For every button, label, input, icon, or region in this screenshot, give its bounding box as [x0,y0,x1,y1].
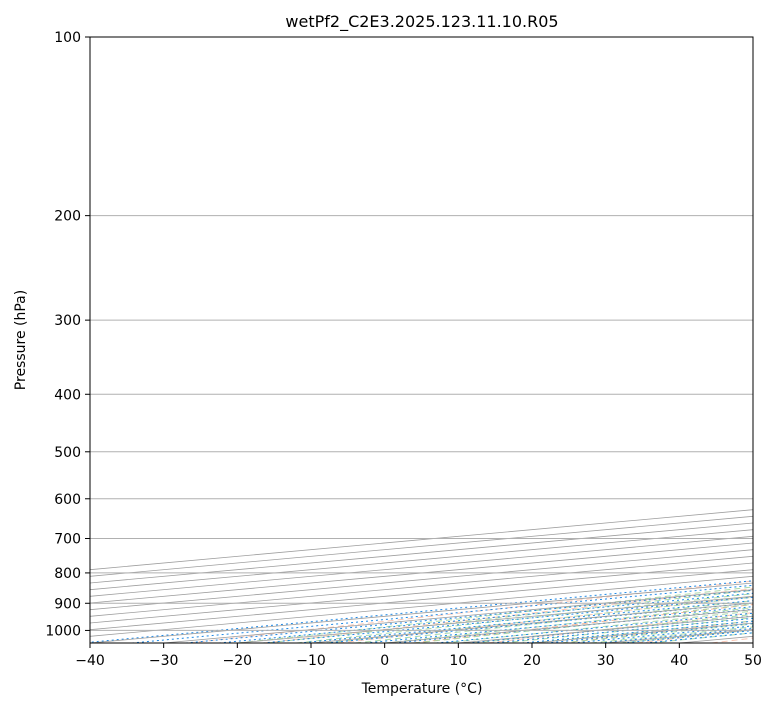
mixing-ratio-line [492,617,753,643]
isotherm-line [605,629,753,643]
dry-adiabat-line [263,588,753,643]
dry-adiabat-line [338,596,753,643]
x-tick-label: −30 [149,653,179,669]
isotherm-line [90,542,753,604]
dry-adiabat-line [412,604,753,643]
isotherm-line [90,535,753,597]
isotherm-line [752,642,753,643]
moist-adiabat-line [237,586,753,643]
moist-adiabat-line [649,632,753,643]
y-tick-label: 900 [54,596,81,612]
moist-adiabat-line [590,626,753,643]
mixing-ratio-line [131,584,753,643]
isobars [90,37,753,631]
x-tick-label: 0 [380,653,389,669]
isotherm-line [90,569,753,631]
moist-adiabat-line [531,620,753,643]
mixing-ratio-line [365,606,753,643]
y-tick-label: 200 [54,209,81,225]
moist-adiabat-line [384,603,753,643]
y-tick-label: 100 [54,30,81,46]
isotherm-line [90,515,753,577]
x-tick-label: 30 [597,653,615,669]
moist-adiabat-line [502,617,753,643]
moist-adiabat-line [443,610,753,643]
moist-adiabat-line [561,623,753,643]
chart-title: wetPf2_C2E3.2025.123.11.10.R05 [285,12,558,32]
isotherms [90,509,753,643]
isotherm-line [90,529,753,591]
y-tick-label: 1000 [45,623,81,639]
x-tick-label: −40 [75,653,105,669]
isotherm-line [90,555,753,617]
moist-adiabat-line [355,600,753,643]
x-tick-label: 20 [523,653,541,669]
mixing-ratio-line [436,612,753,643]
y-axis-title: Pressure (hPa) [13,290,29,390]
y-tick-label: 500 [54,445,81,461]
plot-area: 0.10.20.40.611.52346810131620253036-100-… [90,37,753,643]
dry-adiabats [188,580,753,643]
moist-adiabats [237,586,753,643]
isotherm-line [163,589,753,643]
x-tick-label: −10 [296,653,326,669]
isotherm-line [90,575,753,637]
isotherm-line [90,522,753,584]
moist-adiabat-line [414,607,753,643]
isotherm-line [90,509,753,571]
isotherm-line [90,562,753,624]
x-axis-title: Temperature (°C) [361,681,483,697]
y-tick-label: 600 [54,492,81,508]
isotherm-line [90,549,753,611]
y-axis: 100 200 300 400 500 600 700 800 900 1000 [45,30,90,639]
y-tick-label: 300 [54,313,81,329]
dry-adiabat-line [562,620,753,643]
x-tick-label: 40 [670,653,688,669]
dry-adiabat-line [636,628,753,643]
dry-adiabat-line [711,637,753,643]
plot-frame [89,36,754,644]
x-tick-label: 10 [449,653,467,669]
mixing-ratio-line [467,615,753,643]
y-tick-label: 800 [54,566,81,582]
isotherm-line [310,602,753,643]
y-tick-label: 400 [54,387,81,403]
x-axis: −40 −30 −20 −10 0 10 20 30 40 50 [75,643,762,669]
y-tick-label: 700 [54,532,81,548]
x-tick-label: −20 [223,653,253,669]
x-tick-label: 50 [744,653,762,669]
dry-adiabat-line [188,580,753,643]
dry-adiabat-line [487,612,753,643]
